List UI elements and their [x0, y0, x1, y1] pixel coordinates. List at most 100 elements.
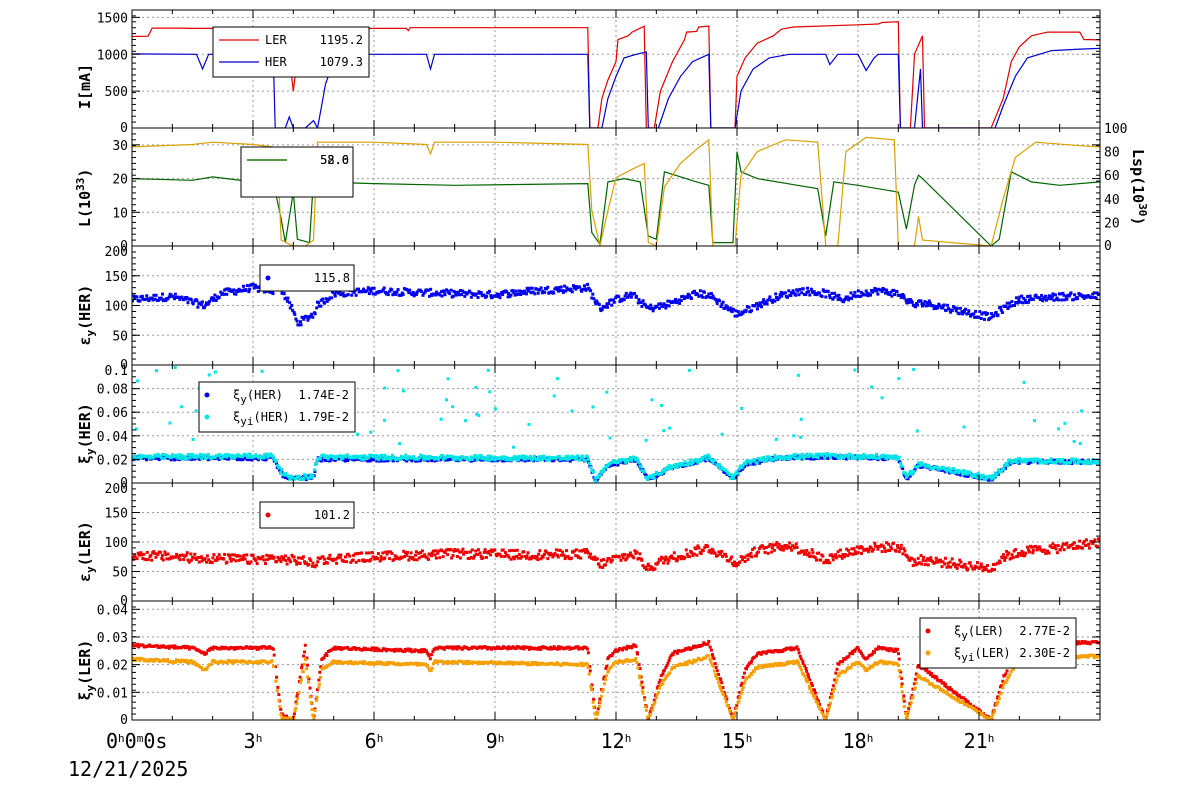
data-point: [271, 292, 275, 296]
data-point: [856, 294, 860, 298]
data-point: [553, 552, 557, 556]
data-point: [301, 669, 305, 673]
data-point: [140, 294, 144, 298]
y2-tick-label: 100: [1104, 122, 1127, 137]
data-point: [896, 457, 900, 461]
data-point: [178, 553, 182, 557]
data-point: [1060, 298, 1064, 302]
y-tick-label: 0: [120, 239, 128, 254]
data-point: [198, 452, 202, 456]
data-point: [859, 290, 863, 294]
data-point: [287, 556, 291, 560]
data-point: [607, 556, 610, 560]
data-point: [676, 651, 679, 655]
data-point: [483, 456, 487, 460]
data-point: [275, 689, 279, 693]
data-point: [238, 554, 242, 558]
data-point: [1096, 462, 1100, 466]
legend-value: 52.0: [320, 153, 349, 167]
data-point: [405, 457, 409, 461]
data-point: [978, 310, 982, 314]
data-point: [767, 455, 771, 459]
data-point: [365, 289, 369, 293]
data-point: [1028, 294, 1032, 298]
data-point: [1031, 460, 1035, 464]
data-point: [775, 541, 779, 545]
data-point: [694, 461, 698, 465]
data-point: [214, 299, 218, 302]
data-point: [792, 434, 796, 438]
data-point: [407, 647, 411, 651]
data-point: [663, 470, 667, 474]
data-point: [827, 703, 831, 707]
data-point: [394, 292, 398, 296]
data-point: [1088, 546, 1091, 550]
data-point: [480, 457, 484, 461]
data-point: [837, 456, 841, 460]
data-point: [514, 289, 518, 293]
data-point: [526, 551, 530, 555]
data-point: [419, 289, 423, 293]
data-point: [272, 653, 276, 657]
data-point: [314, 463, 318, 467]
data-point: [1017, 298, 1021, 302]
data-point: [356, 551, 360, 555]
data-point: [342, 646, 346, 650]
data-point: [764, 300, 768, 304]
data-point: [622, 458, 626, 462]
data-point: [1067, 545, 1071, 549]
data-point: [543, 290, 547, 294]
data-point: [916, 464, 920, 468]
data-point: [961, 565, 965, 569]
data-point: [290, 303, 294, 307]
data-point: [967, 309, 971, 313]
data-point: [602, 675, 606, 679]
data-point: [855, 545, 859, 549]
data-point: [871, 652, 874, 656]
data-point: [693, 289, 696, 293]
data-point: [374, 457, 378, 461]
data-point: [964, 566, 968, 570]
data-point: [255, 562, 259, 566]
data-point: [206, 665, 210, 669]
data-point: [885, 541, 889, 545]
data-point: [417, 551, 421, 555]
data-point: [1074, 457, 1078, 461]
data-point: [781, 455, 785, 459]
data-point: [841, 660, 845, 664]
data-point: [627, 458, 631, 462]
data-point: [176, 295, 180, 299]
data-point: [409, 648, 413, 651]
data-point: [278, 705, 282, 708]
data-point: [157, 645, 161, 649]
data-point: [713, 551, 717, 555]
data-point: [649, 474, 653, 478]
data-point: [1030, 460, 1033, 464]
data-point: [830, 291, 834, 295]
data-point: [323, 653, 327, 657]
data-point: [523, 455, 527, 458]
data-point: [367, 661, 371, 665]
data-point: [504, 553, 508, 557]
data-point: [229, 559, 233, 563]
data-point: [191, 302, 195, 306]
data-point: [565, 286, 569, 290]
data-point: [469, 295, 473, 299]
data-point: [1050, 295, 1054, 299]
data-point: [901, 467, 905, 471]
y-tick-label: 150: [105, 270, 128, 285]
data-point: [884, 549, 887, 553]
data-point: [135, 456, 138, 460]
data-point: [923, 563, 927, 567]
data-point: [994, 562, 998, 566]
data-point: [514, 456, 518, 460]
data-point: [870, 549, 874, 553]
data-point: [556, 287, 559, 291]
data-point: [596, 476, 600, 479]
data-point: [385, 552, 389, 556]
data-point: [986, 311, 990, 315]
data-point: [522, 457, 526, 461]
data-point: [574, 554, 578, 558]
data-point: [434, 549, 437, 553]
data-point: [147, 456, 151, 460]
